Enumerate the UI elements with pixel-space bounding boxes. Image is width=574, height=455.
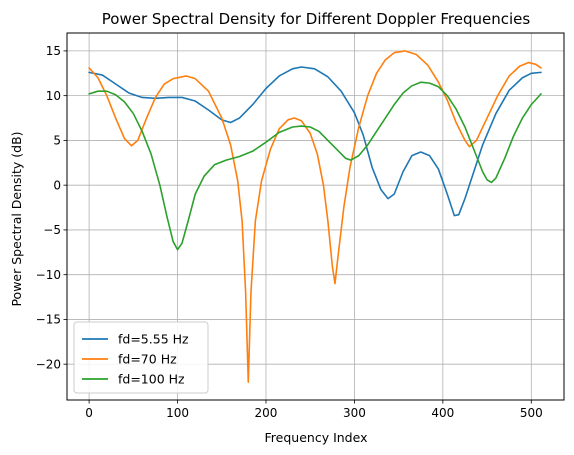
legend-label: fd=5.55 Hz	[118, 332, 189, 347]
x-tick-label: 100	[166, 406, 189, 420]
y-tick-label: −15	[36, 313, 61, 327]
y-axis-label: Power Spectral Density (dB)	[9, 131, 24, 306]
y-tick-label: −5	[43, 223, 61, 237]
y-tick-label: 5	[53, 134, 61, 148]
series-line-3	[88, 81, 542, 251]
legend: fd=5.55 Hz fd=70 Hz fd=100 Hz	[73, 321, 209, 394]
y-tick-label: −20	[36, 357, 61, 371]
axis-ticks: 0 100 200 300 400 500 −20 −15 −10 −5 0 5 10 15	[36, 44, 543, 420]
y-tick-label: 15	[46, 44, 61, 58]
grid-lines	[67, 33, 564, 400]
x-axis-label: Frequency Index	[265, 430, 368, 445]
series-line-2	[88, 50, 542, 383]
y-tick-label: 0	[53, 178, 61, 192]
chart-title: Power Spectral Density for Different Dop…	[102, 10, 531, 28]
series-line-1	[88, 66, 542, 217]
legend-label: fd=70 Hz	[118, 352, 177, 367]
legend-label: fd=100 Hz	[118, 372, 185, 387]
x-tick-label: 0	[85, 406, 93, 420]
plot-frame	[66, 32, 565, 401]
x-tick-label: 400	[431, 406, 454, 420]
y-tick-label: −10	[36, 268, 61, 282]
y-tick-label: 10	[46, 89, 61, 103]
x-tick-label: 200	[255, 406, 278, 420]
x-tick-label: 300	[343, 406, 366, 420]
series-lines	[88, 50, 542, 383]
x-tick-label: 500	[520, 406, 543, 420]
